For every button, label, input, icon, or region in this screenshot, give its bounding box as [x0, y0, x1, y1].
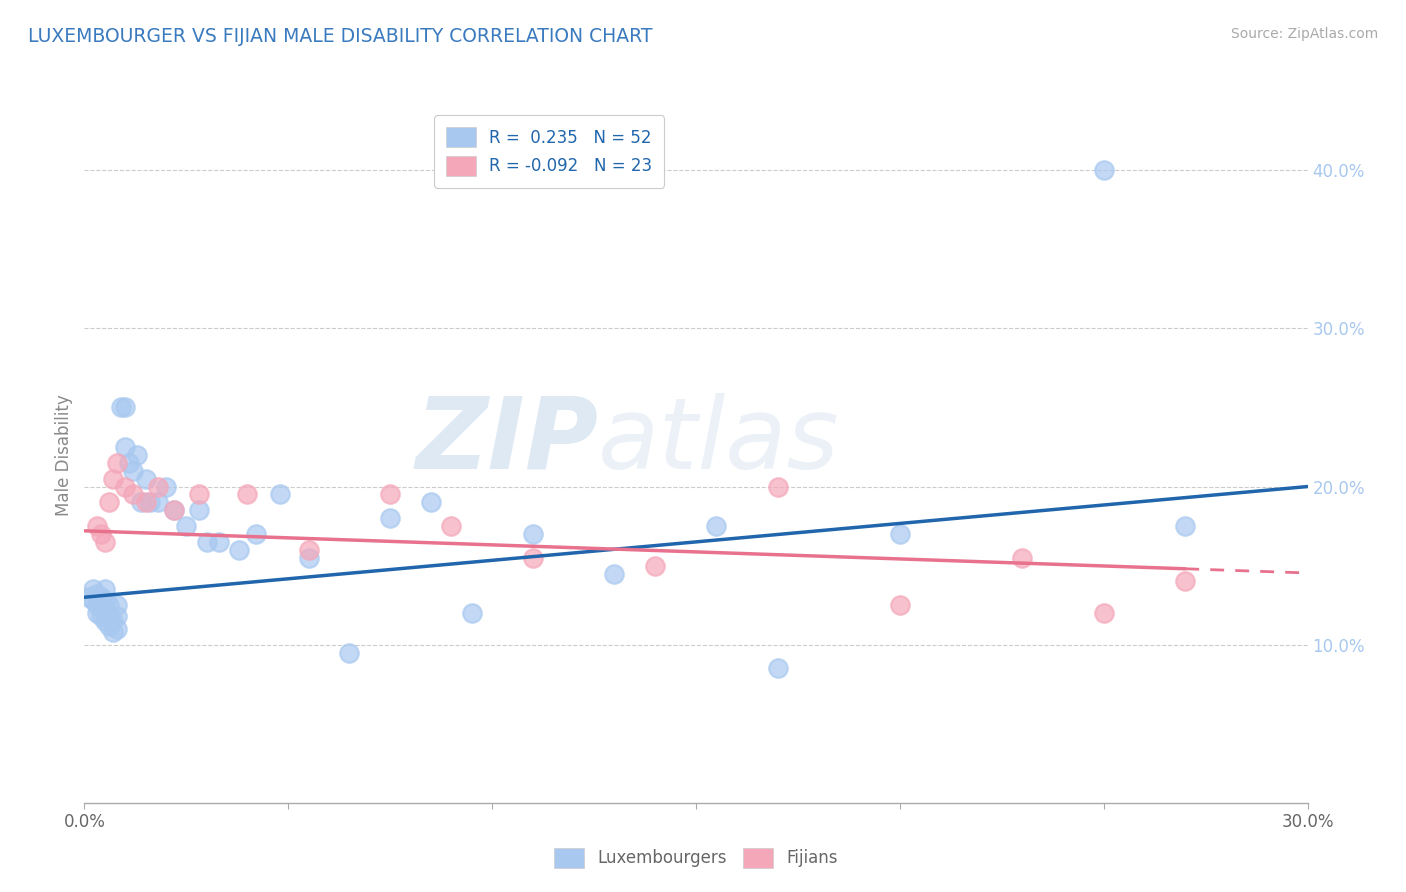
Point	[135, 495, 157, 509]
Point	[174, 519, 197, 533]
Point	[93, 614, 115, 628]
Point	[298, 550, 321, 565]
Point	[440, 519, 463, 533]
Point	[82, 582, 104, 597]
Point	[889, 527, 911, 541]
Point	[122, 464, 145, 478]
Point	[135, 472, 157, 486]
Point	[155, 479, 177, 493]
Point	[118, 456, 141, 470]
Point	[195, 534, 218, 549]
Point	[110, 401, 132, 415]
Point	[93, 534, 115, 549]
Point	[420, 495, 443, 509]
Point	[704, 519, 728, 533]
Point	[208, 534, 231, 549]
Point	[97, 609, 120, 624]
Point	[86, 519, 108, 533]
Point	[114, 479, 136, 493]
Point	[93, 603, 115, 617]
Point	[245, 527, 267, 541]
Point	[380, 487, 402, 501]
Point	[380, 511, 402, 525]
Point	[603, 566, 626, 581]
Point	[146, 495, 169, 509]
Point	[77, 591, 100, 605]
Point	[163, 503, 186, 517]
Point	[298, 542, 321, 557]
Point	[1092, 606, 1115, 620]
Text: atlas: atlas	[598, 392, 839, 490]
Point	[163, 503, 186, 517]
Point	[105, 622, 128, 636]
Point	[146, 479, 169, 493]
Point	[93, 593, 115, 607]
Point	[269, 487, 291, 501]
Point	[105, 456, 128, 470]
Point	[187, 503, 209, 517]
Point	[105, 598, 128, 612]
Point	[82, 593, 104, 607]
Point	[522, 550, 544, 565]
Point	[766, 479, 789, 493]
Point	[127, 448, 149, 462]
Point	[522, 527, 544, 541]
Point	[105, 609, 128, 624]
Point	[1092, 163, 1115, 178]
Point	[90, 591, 112, 605]
Point	[101, 614, 124, 628]
Point	[90, 598, 112, 612]
Point	[97, 618, 120, 632]
Y-axis label: Male Disability: Male Disability	[55, 394, 73, 516]
Point	[1174, 519, 1197, 533]
Point	[101, 472, 124, 486]
Point	[228, 542, 250, 557]
Point	[90, 609, 112, 624]
Legend: Luxembourgers, Fijians: Luxembourgers, Fijians	[544, 838, 848, 878]
Point	[86, 606, 108, 620]
Point	[766, 661, 789, 675]
Point	[122, 487, 145, 501]
Point	[97, 598, 120, 612]
Point	[889, 598, 911, 612]
Point	[339, 646, 360, 660]
Point	[236, 487, 259, 501]
Point	[90, 527, 112, 541]
Point	[114, 401, 136, 415]
Point	[187, 487, 209, 501]
Point	[131, 495, 153, 509]
Point	[93, 582, 115, 597]
Point	[86, 598, 108, 612]
Point	[138, 495, 160, 509]
Text: ZIP: ZIP	[415, 392, 598, 490]
Point	[644, 558, 666, 573]
Point	[86, 587, 108, 601]
Text: LUXEMBOURGER VS FIJIAN MALE DISABILITY CORRELATION CHART: LUXEMBOURGER VS FIJIAN MALE DISABILITY C…	[28, 27, 652, 45]
Point	[1011, 550, 1033, 565]
Point	[101, 625, 124, 640]
Text: Source: ZipAtlas.com: Source: ZipAtlas.com	[1230, 27, 1378, 41]
Point	[1174, 574, 1197, 589]
Point	[461, 606, 484, 620]
Point	[114, 440, 136, 454]
Point	[97, 495, 120, 509]
